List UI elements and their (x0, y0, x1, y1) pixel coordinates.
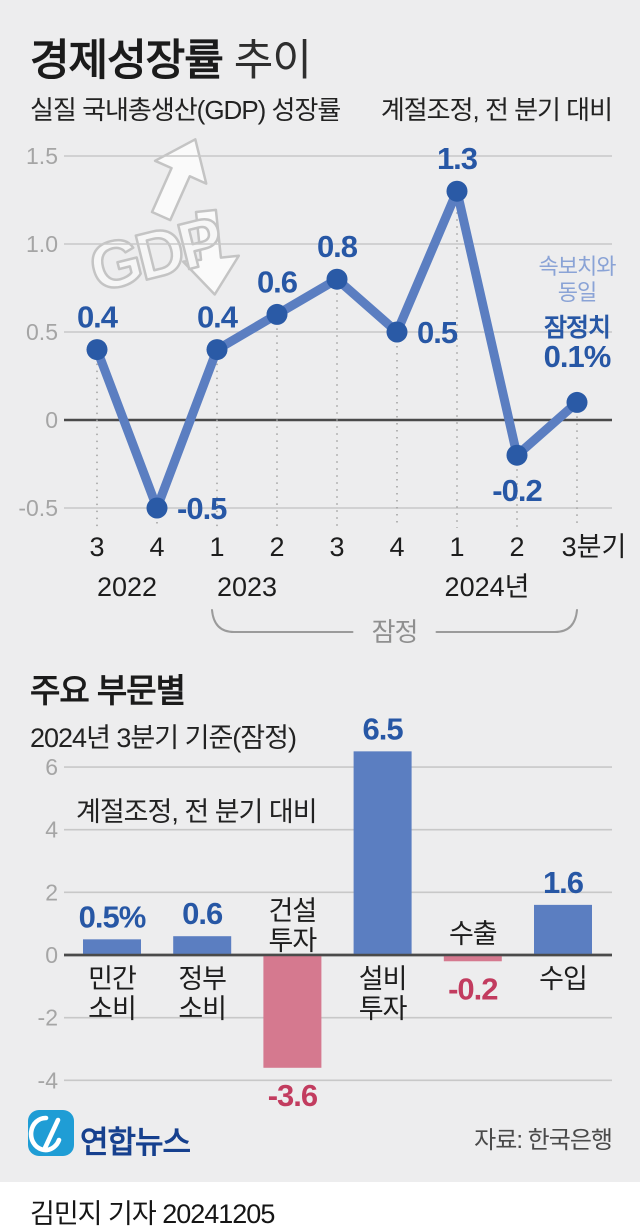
svg-text:-3.6: -3.6 (268, 1078, 318, 1113)
svg-text:민간: 민간 (88, 964, 136, 994)
page-title-light: 추이 (222, 37, 312, 85)
svg-text:잠정: 잠정 (372, 617, 418, 647)
annotation-line1: 속보치와 (538, 254, 617, 279)
svg-text:-2: -2 (38, 1005, 58, 1031)
svg-text:1.0: 1.0 (26, 231, 58, 257)
svg-text:3분기: 3분기 (562, 532, 627, 562)
subtitle-right: 계절조정, 전 분기 대비 (380, 95, 613, 125)
svg-text:6.5: 6.5 (363, 711, 404, 746)
svg-text:수입: 수입 (539, 964, 587, 994)
gdp-arrows-icon: GDP (81, 138, 241, 307)
svg-text:2022: 2022 (97, 572, 157, 602)
svg-text:0.4: 0.4 (77, 300, 119, 335)
svg-text:투자: 투자 (269, 926, 318, 956)
svg-text:0.6: 0.6 (257, 264, 298, 299)
yonhap-logo-text: 연합뉴스 (80, 1125, 191, 1160)
yonhap-logo-icon (28, 1110, 74, 1156)
svg-text:소비: 소비 (88, 994, 136, 1024)
svg-text:2: 2 (45, 879, 58, 905)
bar-section-note: 계절조정, 전 분기 대비 (76, 797, 318, 827)
svg-text:1.3: 1.3 (437, 141, 478, 176)
svg-text:-0.5: -0.5 (18, 495, 58, 521)
svg-text:-0.5: -0.5 (177, 491, 227, 526)
source-credit: 자료: 한국은행 (474, 1127, 613, 1154)
gdp-line-chart: 1.5 1.0 0.5 0 -0.5 0.4 -0.5 0.4 0.6 0.8 0.5 1.3 -0.2… (18, 141, 626, 647)
svg-text:GDP: GDP (82, 202, 229, 306)
page-title: 경제성장률 추이 (30, 26, 312, 88)
svg-text:-4: -4 (38, 1067, 59, 1093)
svg-text:2: 2 (269, 532, 284, 562)
svg-text:-0.2: -0.2 (448, 971, 497, 1006)
svg-text:-0.2: -0.2 (492, 473, 541, 508)
bar-section-title: 주요 부문별 (30, 672, 186, 709)
svg-text:0: 0 (45, 407, 58, 433)
subtitle-left: 실질 국내총생산(GDP) 성장률 (30, 95, 341, 125)
svg-text:정부: 정부 (178, 964, 226, 994)
byline: 김민지 기자 20241205 (30, 1199, 275, 1229)
svg-text:2023: 2023 (217, 572, 277, 602)
bar-section-subtitle: 2024년 3분기 기준(잠정) (30, 723, 297, 753)
svg-text:설비: 설비 (359, 964, 407, 994)
svg-text:4: 4 (45, 817, 58, 843)
svg-text:건설: 건설 (269, 896, 317, 926)
svg-text:3: 3 (89, 532, 104, 562)
svg-text:0.5: 0.5 (26, 319, 58, 345)
svg-text:0.5: 0.5 (417, 315, 458, 350)
svg-text:2: 2 (509, 532, 524, 562)
svg-text:4: 4 (149, 532, 164, 562)
sector-bar-chart: 6420-2-40.5%민간소비0.6정부소비-3.6건설투자6.5설비투자-0… (38, 711, 612, 1113)
svg-text:1.5: 1.5 (26, 143, 58, 169)
svg-text:2024년: 2024년 (445, 572, 530, 602)
svg-text:투자: 투자 (359, 994, 408, 1024)
page-title-bold: 경제성장률 (30, 37, 224, 85)
svg-text:0.6: 0.6 (182, 896, 223, 931)
svg-text:1: 1 (449, 532, 464, 562)
svg-text:6: 6 (45, 754, 58, 780)
annotation-line2: 동일 (557, 280, 597, 305)
svg-text:소비: 소비 (178, 994, 226, 1024)
final-point-annotation: 속보치와 동일 잠정치 0.1% (517, 254, 637, 374)
annotation-provisional-label: 잠정치 (543, 314, 611, 342)
svg-text:0.5%: 0.5% (79, 899, 146, 934)
svg-text:4: 4 (389, 532, 404, 562)
svg-text:0.8: 0.8 (317, 229, 358, 264)
svg-text:1.6: 1.6 (543, 865, 584, 900)
svg-text:0: 0 (45, 942, 58, 968)
svg-text:0.4: 0.4 (197, 300, 239, 335)
svg-text:1: 1 (209, 532, 224, 562)
byline-strip (0, 1182, 640, 1230)
svg-text:3: 3 (329, 532, 344, 562)
annotation-final-value: 0.1% (543, 339, 612, 374)
svg-text:수출: 수출 (449, 919, 497, 949)
